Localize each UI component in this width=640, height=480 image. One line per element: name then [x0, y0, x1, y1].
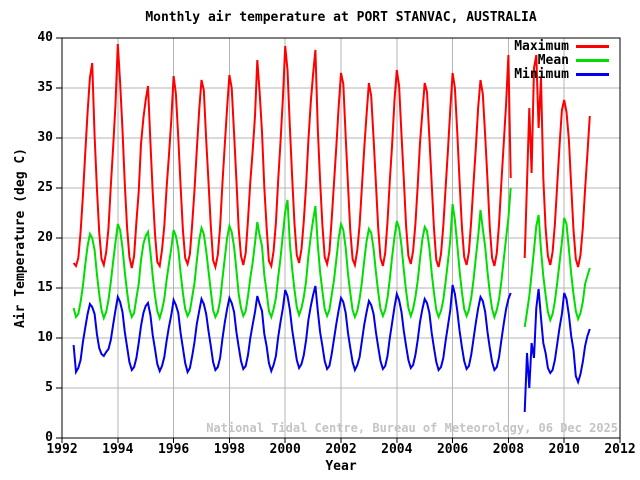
legend-item-maximum: Maximum [400, 39, 609, 54]
legend-line-minimum [576, 73, 609, 76]
x-tick-label: 1992 [46, 442, 78, 457]
x-tick-label: 1998 [213, 442, 246, 457]
x-tick-label: 2012 [604, 442, 636, 457]
y-tick-label: 25 [37, 180, 53, 195]
y-tick-label: 30 [37, 130, 53, 145]
series-line-minimum [72, 284, 591, 413]
y-tick-label: 15 [37, 280, 53, 295]
legend-label-maximum: Maximum [514, 39, 569, 54]
y-tick-label: 0 [45, 430, 53, 445]
y-tick-label: 10 [37, 330, 53, 345]
watermark: National Tidal Centre, Bureau of Meteoro… [206, 421, 618, 435]
y-tick-label: 40 [37, 30, 53, 45]
chart-title: Monthly air temperature at PORT STANVAC,… [145, 10, 537, 25]
x-tick-label: 2000 [269, 442, 301, 457]
y-axis-label: Air Temperature (deg C) [13, 148, 28, 329]
x-tick-label: 2006 [436, 442, 469, 457]
x-tick-label: 1996 [157, 442, 190, 457]
y-tick-label: 5 [45, 380, 53, 395]
x-axis-label: Year [325, 459, 357, 474]
x-tick-label: 2004 [381, 442, 413, 457]
legend: Maximum Mean Minimum [400, 39, 609, 82]
legend-line-maximum [576, 45, 609, 48]
x-tick-label: 2010 [548, 442, 580, 457]
legend-label-mean: Mean [537, 53, 569, 68]
series-line-mean [72, 187, 591, 328]
x-tick-label: 2002 [325, 442, 357, 457]
legend-item-mean: Mean [400, 53, 609, 68]
x-tick-label: 1994 [102, 442, 134, 457]
legend-item-minimum: Minimum [400, 67, 609, 82]
x-tick-label: 2008 [492, 442, 525, 457]
legend-line-mean [576, 59, 609, 62]
series-line-maximum [72, 43, 591, 271]
y-tick-label: 35 [37, 80, 53, 95]
legend-label-minimum: Minimum [514, 67, 569, 82]
y-tick-label: 20 [37, 230, 53, 245]
